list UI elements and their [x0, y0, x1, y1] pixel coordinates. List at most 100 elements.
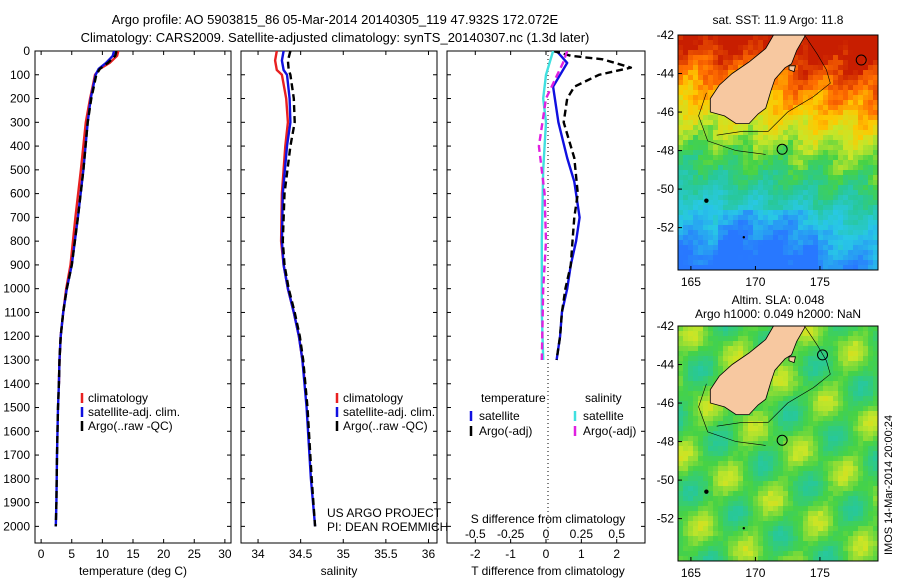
- map-sla-title-1: Altim. SLA: 0.048: [732, 293, 825, 307]
- y-tick-label: 300: [10, 115, 30, 129]
- y-tick-label: -42: [657, 28, 675, 42]
- depth-contour: [698, 92, 766, 155]
- series-line: [552, 51, 633, 361]
- map-sst: [678, 35, 878, 270]
- y-tick-label: 900: [10, 258, 30, 272]
- x-top-tick-label: -0.5: [465, 527, 486, 541]
- y-tick-label: 400: [10, 139, 30, 153]
- x-tick-label: 10: [96, 547, 110, 561]
- salinity-lines: [273, 51, 317, 527]
- credit-pi: PI: DEAN ROEMMICH: [327, 520, 448, 534]
- series-line: [281, 51, 317, 527]
- x-tick-label: 5: [68, 547, 75, 561]
- x-tick-label: 15: [126, 547, 140, 561]
- legend-label: Argo(-adj): [479, 424, 532, 438]
- x-tick-label: 170: [745, 566, 765, 580]
- x-tick-label: 165: [681, 275, 701, 289]
- x-top-tick-label: 0.25: [570, 527, 594, 541]
- x-tick-label: -1: [505, 547, 516, 561]
- x-tick-label: 170: [745, 275, 765, 289]
- land-south-island: [709, 35, 806, 124]
- depth-contour: [716, 35, 831, 136]
- depth-contour: [698, 383, 766, 446]
- x-tick-label: 20: [157, 547, 171, 561]
- y-tick-label: 1800: [3, 472, 30, 486]
- y-tick-label: 600: [10, 187, 30, 201]
- x-tick-label: 30: [218, 547, 232, 561]
- y-tick-label: 1000: [3, 282, 30, 296]
- argo-position-marker: [776, 434, 788, 446]
- map-sla-title-2: Argo h1000: 0.049 h2000: NaN: [695, 307, 861, 321]
- y-tick-label: -52: [657, 221, 675, 235]
- y-tick-label: -48: [657, 435, 675, 449]
- x-tick-label: -2: [470, 547, 481, 561]
- y-tick-label: -48: [657, 144, 675, 158]
- x-tick-label: 36: [422, 547, 436, 561]
- legend-label: satellite: [583, 409, 624, 423]
- x-tick-label: 175: [810, 275, 830, 289]
- legend-label: satellite: [479, 409, 520, 423]
- y-tick-label: 1500: [3, 401, 30, 415]
- y-tick-label: -44: [657, 67, 675, 81]
- temperature-ticks: 0100200300400500600700800900100011001200…: [3, 44, 232, 561]
- y-tick-label: -52: [657, 512, 675, 526]
- difference-xlabel-top: S difference from climatology: [471, 512, 626, 526]
- difference-legend: temperature salinitysatelliteArgo(-adj)sa…: [469, 391, 636, 438]
- salinity-panel-frame: [240, 50, 438, 544]
- y-tick-label: 1600: [3, 424, 30, 438]
- legend-label: satellite-adj. clim.: [343, 405, 435, 419]
- map-sst-title: sat. SST: 11.9 Argo: 11.8: [713, 13, 844, 27]
- y-tick-label: 500: [10, 163, 30, 177]
- map-sla: [678, 326, 878, 561]
- header-line-1: Argo profile: AO 5903815_86 05-Mar-2014 …: [112, 12, 559, 27]
- argo-position-marker: [776, 143, 788, 155]
- y-tick-label: 1300: [3, 353, 30, 367]
- land-banks-peninsula: [788, 65, 796, 73]
- x-tick-label: 34: [251, 547, 265, 561]
- x-tick-label: 1: [578, 547, 585, 561]
- other-float-marker: [855, 54, 867, 66]
- difference-lines: [537, 51, 633, 361]
- series-line: [551, 51, 581, 361]
- difference-xlabel-bottom: T difference from climatology: [471, 564, 625, 578]
- legend-label: Argo(-adj): [583, 424, 636, 438]
- land-banks-peninsula: [788, 356, 796, 364]
- temperature-xlabel: temperature (deg C): [79, 564, 187, 578]
- y-tick-label: 1200: [3, 329, 30, 343]
- land-south-island: [709, 326, 806, 416]
- y-tick-label: 2000: [3, 519, 30, 533]
- x-tick-label: 165: [681, 566, 701, 580]
- series-line: [537, 51, 569, 361]
- y-tick-label: 1400: [3, 377, 30, 391]
- y-tick-label: 700: [10, 210, 30, 224]
- legend-label: Argo(..raw -QC): [88, 419, 173, 433]
- y-tick-label: -46: [657, 396, 675, 410]
- y-tick-label: -50: [657, 182, 675, 196]
- x-tick-label: 35: [337, 547, 351, 561]
- x-tick-label: 0: [38, 547, 45, 561]
- salinity-ticks: 34 34.5 35 35.5 36: [241, 50, 437, 561]
- y-tick-label: 800: [10, 234, 30, 248]
- legend-label: climatology: [88, 391, 148, 405]
- x-tick-label: 35.5: [374, 547, 398, 561]
- y-tick-label: -42: [657, 319, 675, 333]
- legend-label: Argo(..raw -QC): [343, 419, 428, 433]
- x-top-tick-label: 0: [543, 527, 550, 541]
- map-sla-frame: [677, 325, 879, 562]
- temperature-lines: [54, 51, 120, 527]
- x-tick-label: 34.5: [289, 547, 313, 561]
- difference-ticks: -2 -1 0 1 2 -0.5 -0.25 0 0.25 0.5: [447, 50, 645, 561]
- legend-header: temperature: [481, 391, 546, 405]
- map-sla-ticks: 165 170 175 -42 -44 -46 -48 -50 -52: [657, 319, 831, 580]
- y-tick-label: 0: [23, 44, 30, 58]
- series-line: [54, 51, 118, 527]
- map-sst-ticks: 165 170 175 -42 -44 -46 -48 -50 -52: [657, 28, 831, 289]
- auckland-islands: [704, 489, 709, 494]
- temperature-panel-frame: [34, 50, 232, 544]
- x-tick-label: 2: [613, 547, 620, 561]
- other-float-marker: [817, 349, 829, 361]
- header-line-2: Climatology: CARS2009. Satellite-adjuste…: [81, 30, 590, 45]
- campbell-island: [742, 236, 746, 239]
